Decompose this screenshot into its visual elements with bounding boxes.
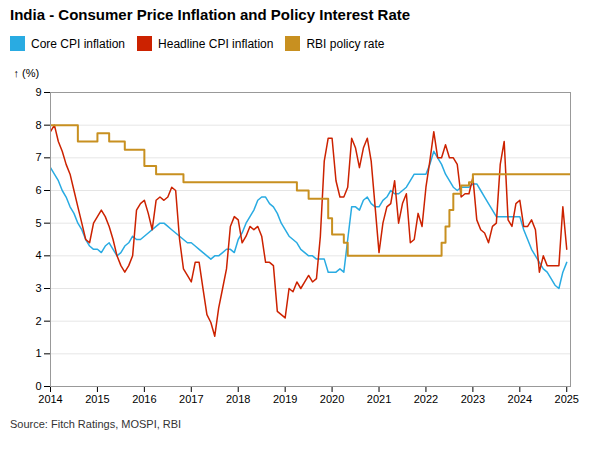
svg-text:2015: 2015 xyxy=(85,393,109,405)
svg-text:3: 3 xyxy=(35,282,41,294)
html-text:Core CPI inflation: Core CPI inflation xyxy=(31,36,125,51)
svg-text:2019: 2019 xyxy=(273,393,297,405)
html-text:RBI policy rate: RBI policy rate xyxy=(306,36,385,51)
svg-text:8: 8 xyxy=(35,119,41,131)
svg-text:2023: 2023 xyxy=(461,393,485,405)
svg-text:2025: 2025 xyxy=(555,393,579,405)
svg-text:9: 9 xyxy=(35,86,41,98)
html-text:Source: Fitch Ratings, MOSPI,: Source: Fitch Ratings, MOSPI, RBI xyxy=(10,418,182,430)
svg-text:2017: 2017 xyxy=(179,393,203,405)
svg-text:2014: 2014 xyxy=(38,393,62,405)
svg-text:2022: 2022 xyxy=(414,393,438,405)
html-text:Headline CPI inflation: Headline CPI inflation xyxy=(158,36,274,51)
svg-text:7: 7 xyxy=(35,151,41,163)
svg-text:6: 6 xyxy=(35,184,41,196)
svg-text:0: 0 xyxy=(35,380,41,392)
svg-text:2021: 2021 xyxy=(367,393,391,405)
svg-text:2018: 2018 xyxy=(226,393,250,405)
svg-text:2016: 2016 xyxy=(132,393,156,405)
svg-text:5: 5 xyxy=(35,217,41,229)
html-text:India - Consumer Price Inflati: India - Consumer Price Inflation and Pol… xyxy=(10,6,411,23)
svg-text:1: 1 xyxy=(35,347,41,359)
svg-text:2024: 2024 xyxy=(508,393,532,405)
svg-text:2: 2 xyxy=(35,315,41,327)
svg-text:4: 4 xyxy=(35,249,41,261)
svg-text:↑ (%): ↑ (%) xyxy=(14,67,40,79)
svg-text:2020: 2020 xyxy=(320,393,344,405)
